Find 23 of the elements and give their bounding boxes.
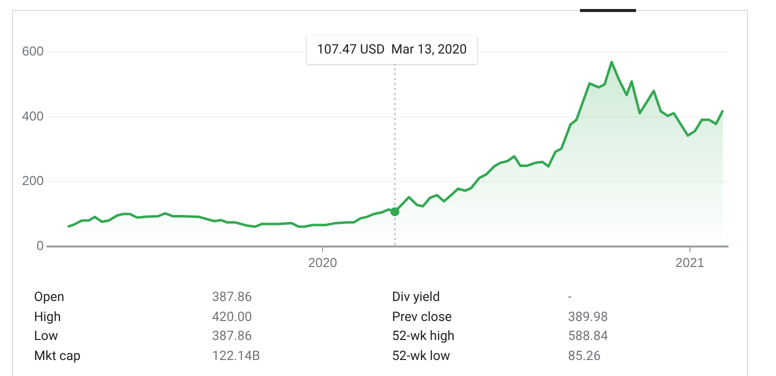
x-tick-label: 2021: [675, 254, 704, 270]
text: -: [568, 289, 572, 307]
text: 122.14B: [212, 348, 260, 366]
y-tick-label: 0: [36, 238, 44, 253]
text: 588.84: [568, 328, 608, 346]
text: 387.86: [212, 328, 252, 346]
x-tick-label: 2020: [308, 254, 338, 270]
text: 387.86: [212, 289, 252, 307]
text: Div yield: [392, 289, 440, 307]
text: 420.00: [212, 308, 252, 326]
text: Mkt cap: [34, 348, 81, 366]
text: Open: [34, 289, 64, 307]
text: 85.26: [568, 348, 601, 366]
text: Prev close: [392, 308, 452, 326]
y-tick-label: 600: [22, 44, 44, 59]
text: 389.98: [568, 308, 608, 326]
text: High: [34, 308, 61, 326]
text: 52-wk low: [392, 348, 450, 366]
y-tick-label: 200: [22, 173, 44, 188]
y-tick-label: 400: [22, 108, 44, 124]
annotation: 107.47 USD Mar 13, 2020: [316, 42, 467, 58]
text: Low: [34, 328, 58, 346]
text: 52-wk high: [392, 328, 455, 346]
